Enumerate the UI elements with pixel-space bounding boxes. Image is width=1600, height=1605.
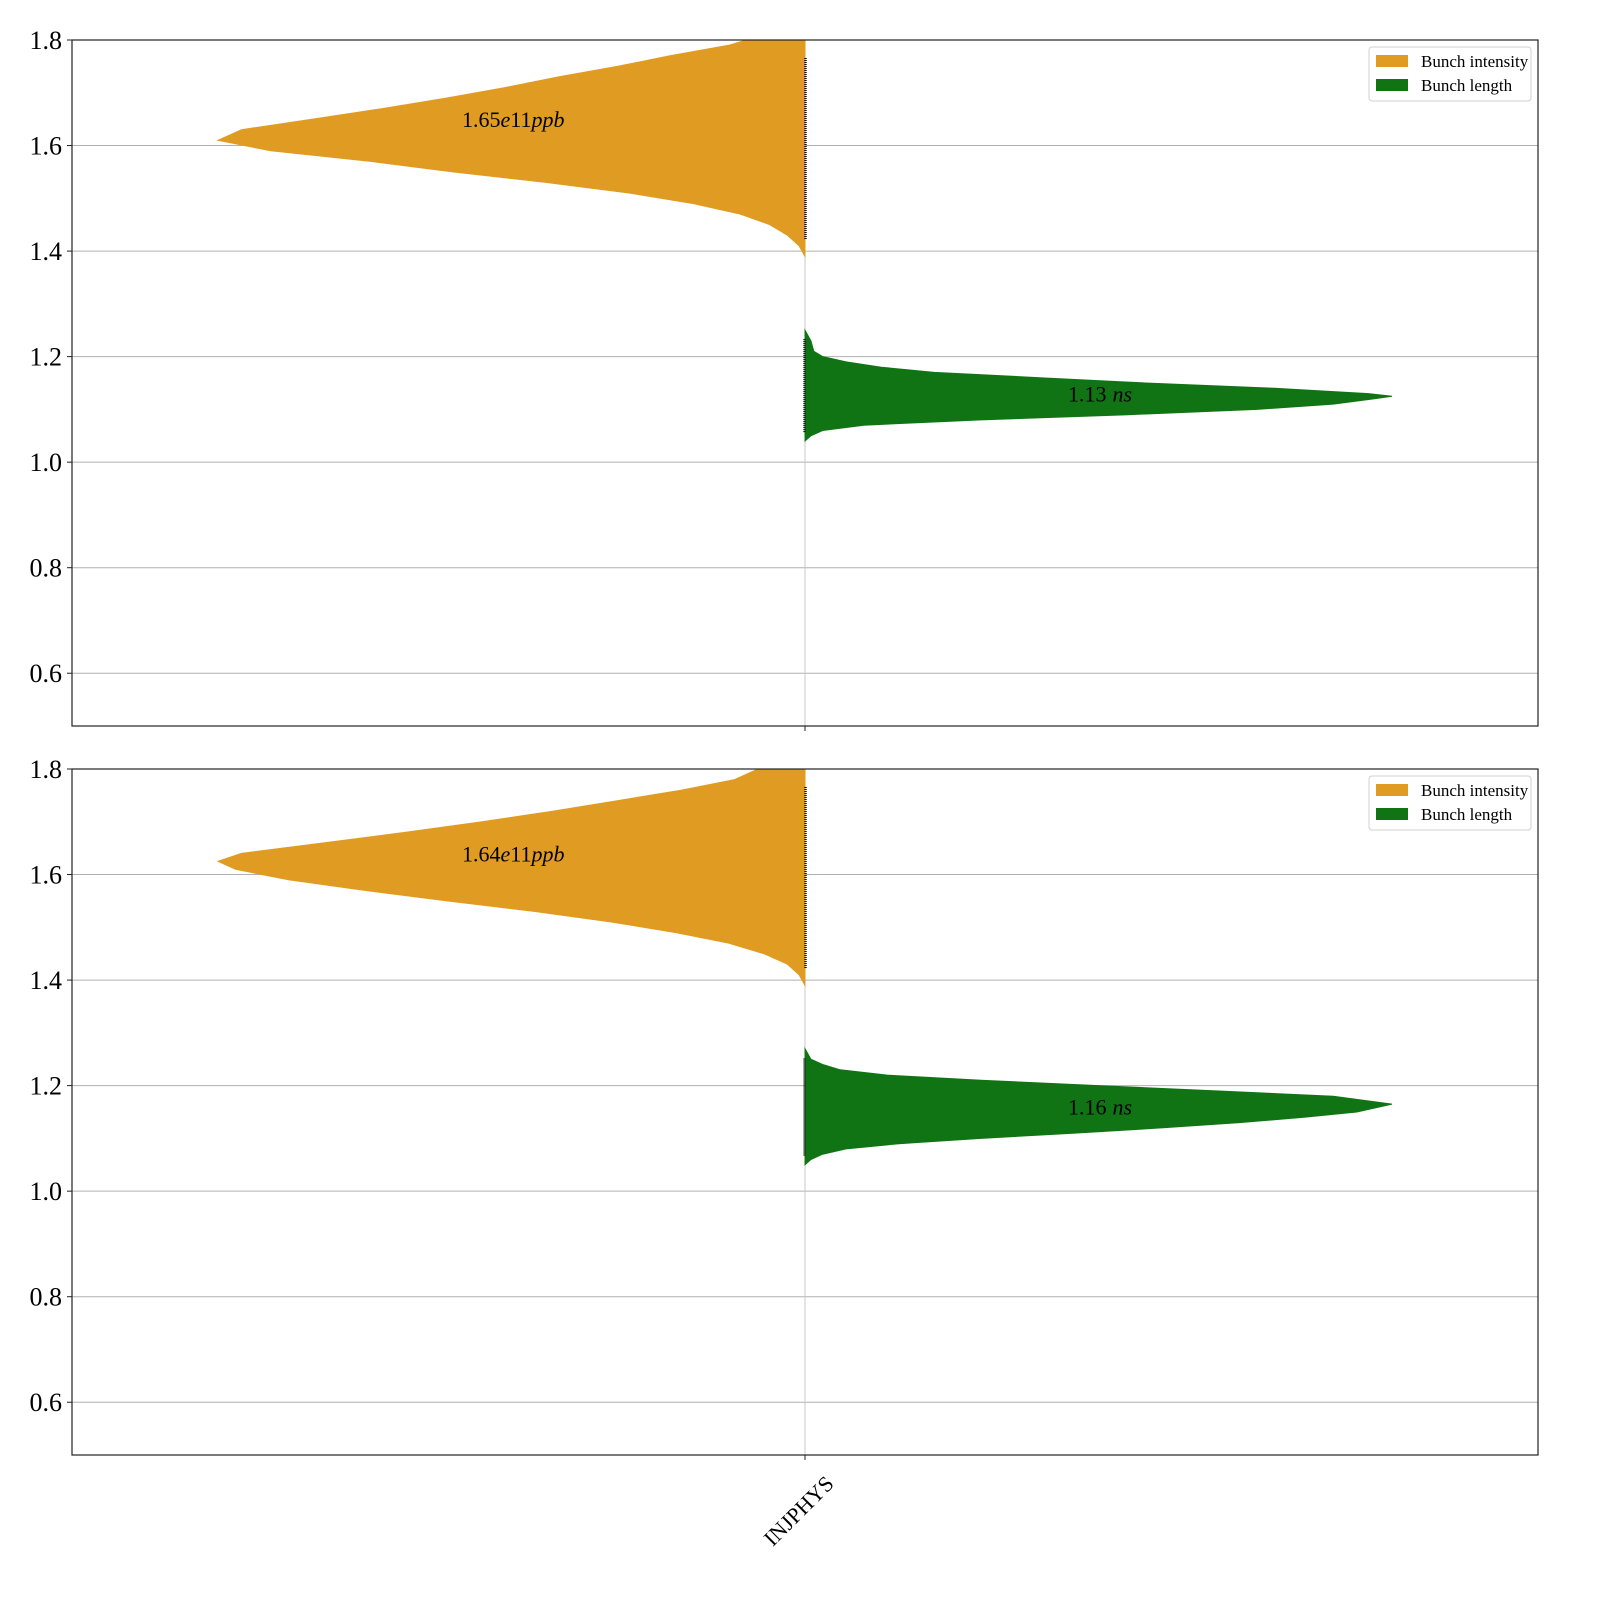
annotation-unit: ns (1113, 1095, 1133, 1120)
annotation-bunch-intensity: 1.64e11ppb (462, 841, 564, 866)
y-tick-label: 0.6 (30, 659, 63, 688)
y-tick-label: 0.8 (30, 1283, 63, 1312)
y-tick-label: 1.0 (30, 1177, 63, 1206)
annotation-bunch-intensity: 1.65e11ppb (462, 107, 564, 132)
y-tick-label: 1.2 (30, 343, 63, 372)
annotation-exp-number: 11 (510, 107, 531, 132)
y-tick-label: 1.2 (30, 1072, 63, 1101)
annotation-unit: ppb (529, 841, 564, 866)
annotation-unit: ppb (529, 107, 564, 132)
annotation-number: 1.64 (462, 841, 501, 866)
annotation-exp-letter: e (501, 841, 511, 866)
annotation-exp-letter: e (501, 107, 511, 132)
annotation-bunch-length: 1.16 ns (1068, 1095, 1132, 1120)
legend-frame (1368, 775, 1532, 831)
legend-swatch (1376, 784, 1408, 796)
legend: Bunch intensity Bunch length (1368, 46, 1532, 102)
chart-panel-2: 1.64e11ppb 1.16 ns 0.6 0.8 1.0 1.2 1.4 1.6 1.8 Bun… (30, 755, 1539, 1551)
legend-swatch (1376, 55, 1408, 67)
legend-label: Bunch intensity (1421, 52, 1529, 71)
y-tick-label: 1.6 (30, 132, 63, 161)
legend-label: Bunch intensity (1421, 781, 1529, 800)
violin-bunch-length (804, 1046, 1393, 1166)
y-tick-label: 1.8 (30, 26, 63, 55)
y-tick-label: 1.4 (30, 237, 63, 266)
annotation-unit: ns (1113, 382, 1133, 407)
annotation-number: 1.16 (1068, 1095, 1107, 1120)
legend-label: Bunch length (1421, 805, 1513, 824)
annotation-exp-number: 11 (510, 841, 531, 866)
x-tick-label: INJPHYS (759, 1471, 839, 1551)
y-tick-label: 1.4 (30, 966, 63, 995)
plot-area (216, 40, 1393, 443)
violin-bunch-length (804, 328, 1393, 443)
y-tick-label: 0.8 (30, 554, 63, 583)
legend-label: Bunch length (1421, 76, 1513, 95)
violin-bunch-intensity (216, 40, 806, 259)
annotation-number: 1.13 (1068, 382, 1107, 407)
violin-bunch-intensity (216, 769, 806, 988)
plot-area (216, 769, 1393, 1166)
legend-swatch (1376, 79, 1408, 91)
chart-panel-1: 1.65e11ppb 1.13 ns 0.6 0.8 1.0 1.2 1.4 1.6 1.8 Bun… (30, 26, 1539, 731)
legend: Bunch intensity Bunch length (1368, 775, 1532, 831)
legend-swatch (1376, 808, 1408, 820)
legend-frame (1368, 46, 1532, 102)
annotation-bunch-length: 1.13 ns (1068, 382, 1132, 407)
y-tick-label: 1.0 (30, 448, 63, 477)
y-tick-label: 1.6 (30, 861, 63, 890)
y-tick-label: 0.6 (30, 1388, 63, 1417)
y-tick-label: 1.8 (30, 755, 63, 784)
annotation-number: 1.65 (462, 107, 501, 132)
